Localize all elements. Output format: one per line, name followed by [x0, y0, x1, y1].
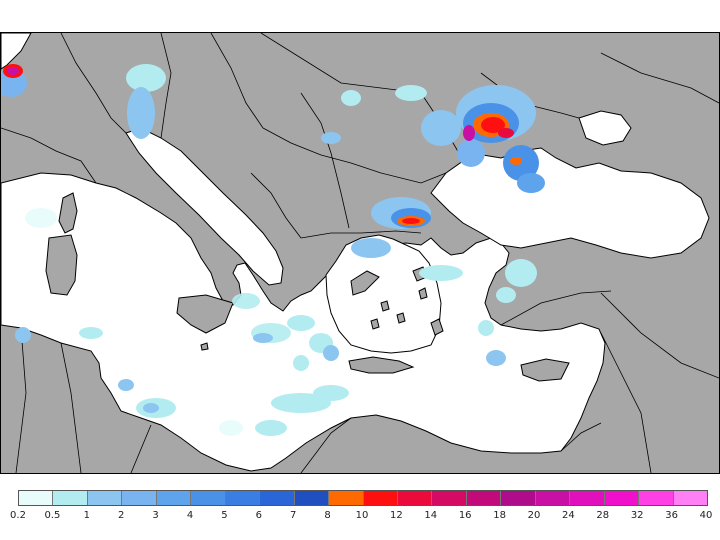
legend-tick-label: 20 — [527, 510, 541, 521]
legend-tick-label: 16 — [458, 510, 472, 521]
legend-swatch — [397, 491, 433, 505]
legend-tick-label: 12 — [390, 510, 403, 521]
cyclades-3 — [370, 318, 380, 330]
legend-swatch — [570, 491, 605, 505]
chios — [418, 287, 428, 300]
legend-tick-label: 7 — [290, 510, 297, 521]
sea-of-azov — [578, 110, 632, 146]
malta — [200, 342, 209, 351]
legend-swatch — [535, 491, 571, 505]
legend-swatch — [639, 491, 674, 505]
legend-swatch — [87, 491, 123, 505]
legend-tick-label: 5 — [221, 510, 228, 521]
legend-tick-label: 1 — [83, 510, 90, 521]
legend-tick-label: 36 — [665, 510, 678, 521]
euboea — [350, 270, 380, 296]
color-legend: 0.2 0.5 1 2 3 4 5 6 7 8 10 12 14 16 18 20 24 28 32 36 40 — [10, 490, 712, 530]
legend-labels: 0.2 0.5 1 2 3 4 5 6 7 8 10 12 14 16 18 20 24 28 32 36 40 — [10, 510, 712, 526]
sicily — [176, 294, 234, 334]
legend-swatch — [294, 491, 330, 505]
legend-tick-label: 24 — [562, 510, 575, 521]
legend-tick-label: 8 — [324, 510, 331, 521]
legend-tick-label: 4 — [186, 510, 194, 521]
corsica — [58, 192, 78, 234]
legend-swatch — [466, 491, 502, 505]
legend-swatch — [122, 491, 157, 505]
legend-swatch — [53, 491, 88, 505]
legend-swatch — [191, 491, 226, 505]
legend-tick-label: 6 — [255, 510, 262, 521]
legend-tick-label: 2 — [118, 510, 125, 521]
legend-swatch — [225, 491, 261, 505]
legend-swatch — [432, 491, 467, 505]
legend-swatch — [260, 491, 295, 505]
legend-tick-label: 40 — [699, 510, 713, 521]
legend-tick-label: 32 — [630, 510, 644, 521]
legend-swatch — [363, 491, 398, 505]
legend-tick-label: 0.5 — [44, 510, 61, 521]
precipitation-overlay — [1, 64, 545, 436]
legend-swatch — [673, 491, 708, 505]
legend-tick-label: 28 — [596, 510, 610, 521]
cyprus — [520, 358, 570, 382]
rhodes — [430, 318, 444, 336]
legend-tick-label: 14 — [424, 510, 438, 521]
legend-tick-label: 0.2 — [10, 510, 26, 521]
legend-tick-label: 18 — [493, 510, 506, 521]
cyclades-2 — [396, 312, 406, 324]
legend-swatch — [156, 491, 192, 505]
cyclades-1 — [380, 300, 390, 312]
map-canvas — [1, 33, 719, 473]
legend-swatch — [501, 491, 536, 505]
legend-swatch — [329, 491, 364, 505]
sardinia — [45, 234, 78, 296]
atlantic-corner — [1, 33, 32, 70]
legend-tick-label: 3 — [152, 510, 159, 521]
precipitation-map — [0, 32, 720, 474]
legend-swatch — [604, 491, 640, 505]
legend-color-bar — [18, 490, 708, 506]
adriatic-sea — [125, 127, 284, 286]
legend-swatch — [19, 491, 54, 505]
aegean-sea — [325, 234, 442, 354]
legend-tick-label: 10 — [355, 510, 369, 521]
crete — [348, 356, 415, 374]
